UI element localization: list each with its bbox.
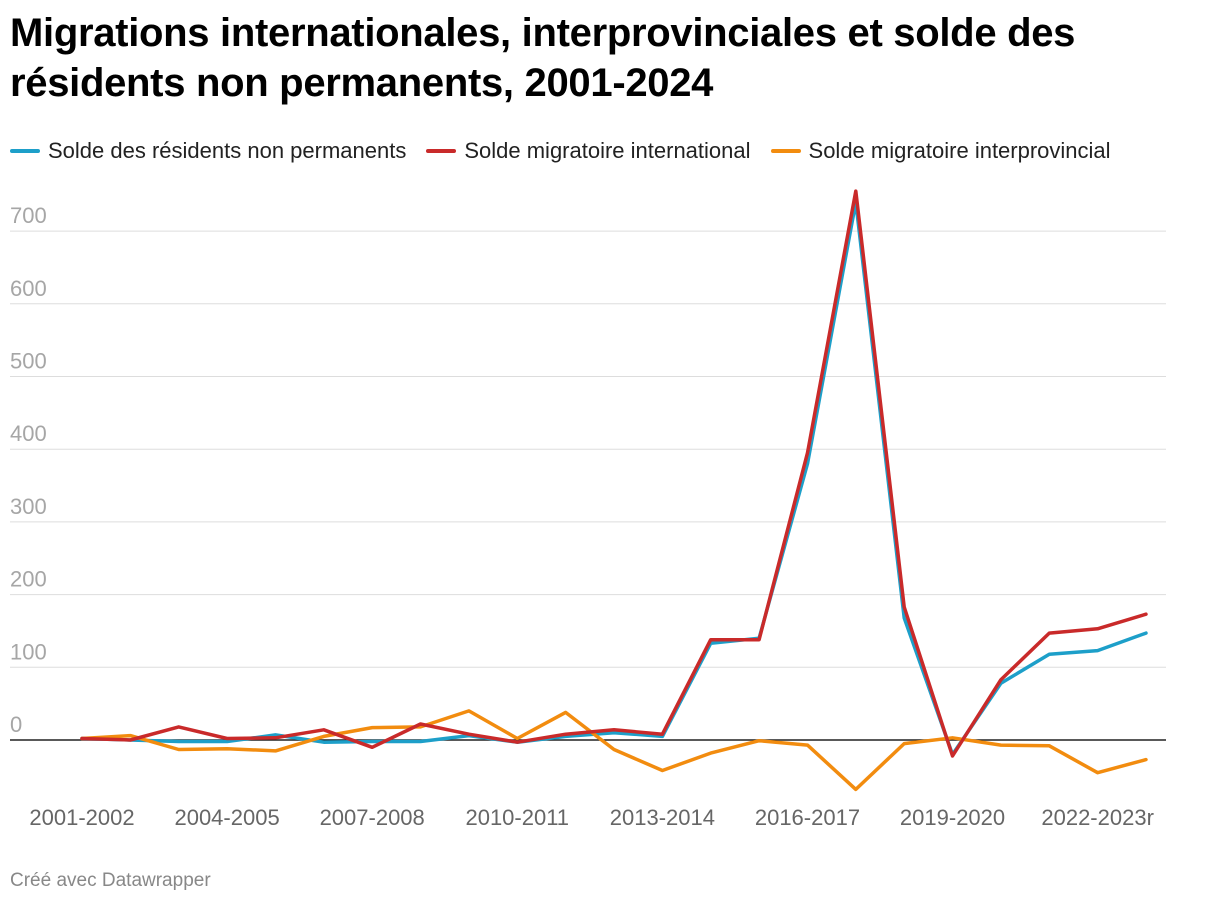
x-tick-label-5: 2016-2017 xyxy=(755,805,860,830)
x-tick-label-7: 2022-2023r xyxy=(1041,805,1154,830)
y-tick-label-300: 300 xyxy=(10,494,47,519)
legend-label-nonpermanent: Solde des résidents non permanents xyxy=(48,138,407,163)
x-tick-label-1: 2004-2005 xyxy=(174,805,279,830)
legend-swatch-interprovincial xyxy=(770,149,801,153)
y-tick-label-100: 100 xyxy=(10,639,47,664)
legend: Solde des résidents non permanents Solde… xyxy=(10,136,1131,166)
footer-credit: Créé avec Datawrapper xyxy=(10,870,211,891)
legend-swatch-international xyxy=(426,149,457,153)
line-international xyxy=(80,189,1148,758)
line-interprovincial xyxy=(80,709,1148,792)
chart-title: Migrations internationales, interprovinc… xyxy=(10,11,1076,105)
x-tick-label-4: 2013-2014 xyxy=(610,805,715,830)
line-chart: 0 100 200 300 400 500 600 700 2001-2002 2004-2005… xyxy=(10,189,1166,830)
legend-label-interprovincial: Solde migratoire interprovincial xyxy=(808,138,1111,163)
y-tick-label-200: 200 xyxy=(10,567,47,592)
x-tick-label-6: 2019-2020 xyxy=(900,805,1005,830)
x-tick-label-3: 2010-2011 xyxy=(465,805,569,830)
y-tick-label-400: 400 xyxy=(10,421,47,446)
x-tick-label-2: 2007-2008 xyxy=(320,805,425,830)
legend-label-international: Solde migratoire international xyxy=(464,138,751,163)
y-tick-label-600: 600 xyxy=(10,276,47,301)
y-tick-label-0: 0 xyxy=(10,712,22,737)
legend-item-interprovincial[interactable]: Solde migratoire interprovincial xyxy=(770,138,1111,164)
x-tick-label-0: 2001-2002 xyxy=(29,805,134,830)
legend-item-nonpermanent[interactable]: Solde des résidents non permanents xyxy=(10,138,406,164)
line-nonpermanent xyxy=(80,200,1148,757)
legend-swatch-nonpermanent xyxy=(10,149,40,153)
y-tick-label-700: 700 xyxy=(10,203,47,228)
legend-item-international[interactable]: Solde migratoire international xyxy=(426,138,751,164)
y-tick-label-500: 500 xyxy=(10,349,47,374)
